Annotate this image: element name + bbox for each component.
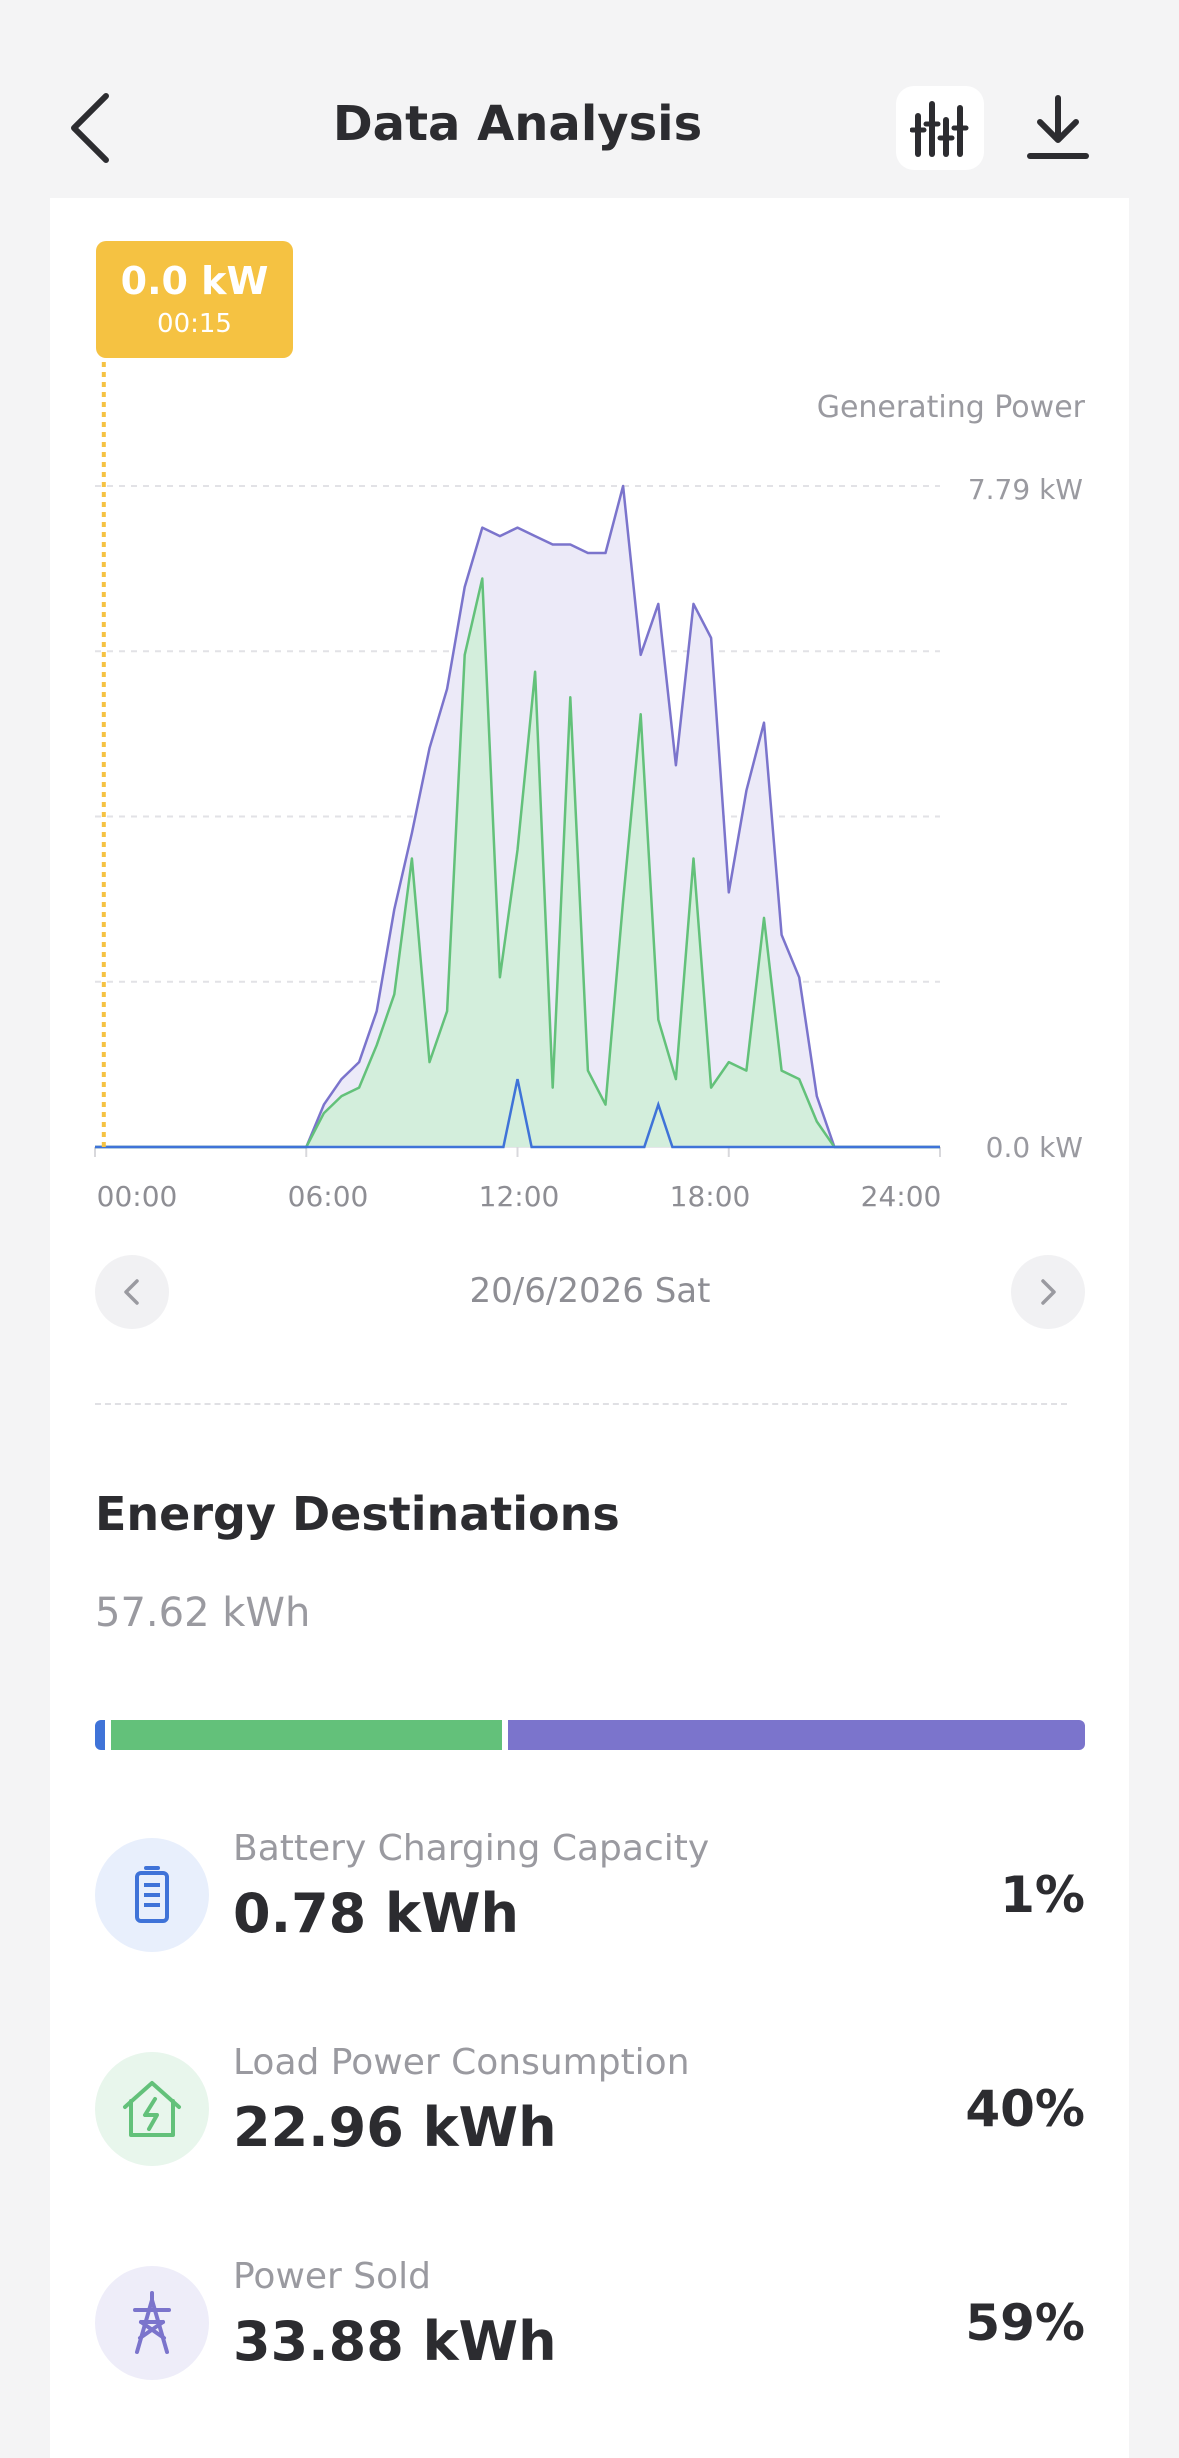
item-label: Load Power Consumption: [233, 2042, 690, 2083]
date-navigator: 20/6/2026 Sat: [95, 1255, 1085, 1329]
generating-power-line: [95, 484, 940, 1149]
chevron-left-icon: [124, 1279, 139, 1305]
previous-day-button[interactable]: [95, 1255, 169, 1329]
date-label[interactable]: 20/6/2026 Sat: [469, 1271, 711, 1311]
list-item-load-consumption[interactable]: Load Power Consumption 22.96 kWh 40%: [95, 2042, 1085, 2172]
share-bar-segment: [507, 1720, 1085, 1750]
share-bar-segment: [95, 1720, 105, 1750]
chevron-right-icon: [1041, 1279, 1056, 1305]
item-label: Battery Charging Capacity: [233, 1828, 710, 1869]
bar-chart-adjust-icon: [910, 101, 969, 157]
chart-settings-button[interactable]: [896, 86, 984, 170]
x-tick-label: 24:00: [860, 1180, 942, 1213]
chevron-left-icon: [71, 93, 109, 163]
tooltip-time: 00:15: [157, 309, 232, 339]
x-tick-label: 18:00: [669, 1180, 751, 1213]
transmission-tower-icon: [95, 2266, 209, 2380]
list-item-battery-charging[interactable]: Battery Charging Capacity 0.78 kWh 1%: [95, 1828, 1085, 1958]
generating-power-chart[interactable]: [0, 0, 1179, 1250]
item-value: 0.78 kWh: [233, 1882, 519, 1945]
battery-charging-line: [95, 1078, 940, 1149]
download-button[interactable]: [1016, 86, 1100, 170]
tooltip-value: 0.0 kW: [120, 259, 269, 303]
y-axis-max-label: 7.79 kW: [967, 473, 1083, 506]
home-bolt-icon: [95, 2052, 209, 2166]
next-day-button[interactable]: [1011, 1255, 1085, 1329]
item-percent: 59%: [965, 2294, 1085, 2352]
load-consumption-area: [95, 578, 940, 1147]
header: Data Analysis: [0, 0, 1179, 200]
share-bar-segment: [110, 1720, 502, 1750]
item-label: Power Sold: [233, 2256, 432, 2297]
x-tick-label: 00:00: [96, 1180, 178, 1213]
chart-series-label: Generating Power: [816, 390, 1085, 425]
page-title: Data Analysis: [332, 96, 703, 152]
energy-share-bar: [95, 1720, 1085, 1750]
list-item-power-sold[interactable]: Power Sold 33.88 kWh 59%: [95, 2256, 1085, 2386]
item-percent: 40%: [965, 2080, 1085, 2138]
load-consumption-line: [95, 577, 940, 1149]
item-value: 33.88 kWh: [233, 2310, 557, 2373]
x-tick-label: 12:00: [478, 1180, 560, 1213]
section-divider: [95, 1403, 1067, 1405]
chart-tooltip: 0.0 kW 00:15: [96, 241, 293, 358]
download-icon: [1027, 95, 1089, 159]
item-percent: 1%: [1000, 1866, 1085, 1924]
generating-power-area: [95, 486, 940, 1147]
section-title: Energy Destinations: [95, 1487, 620, 1541]
battery-icon: [95, 1838, 209, 1952]
back-button[interactable]: [62, 88, 122, 168]
x-tick-label: 06:00: [287, 1180, 369, 1213]
item-value: 22.96 kWh: [233, 2096, 557, 2159]
y-axis-min-label: 0.0 kW: [985, 1131, 1083, 1164]
energy-total: 57.62 kWh: [95, 1590, 311, 1636]
